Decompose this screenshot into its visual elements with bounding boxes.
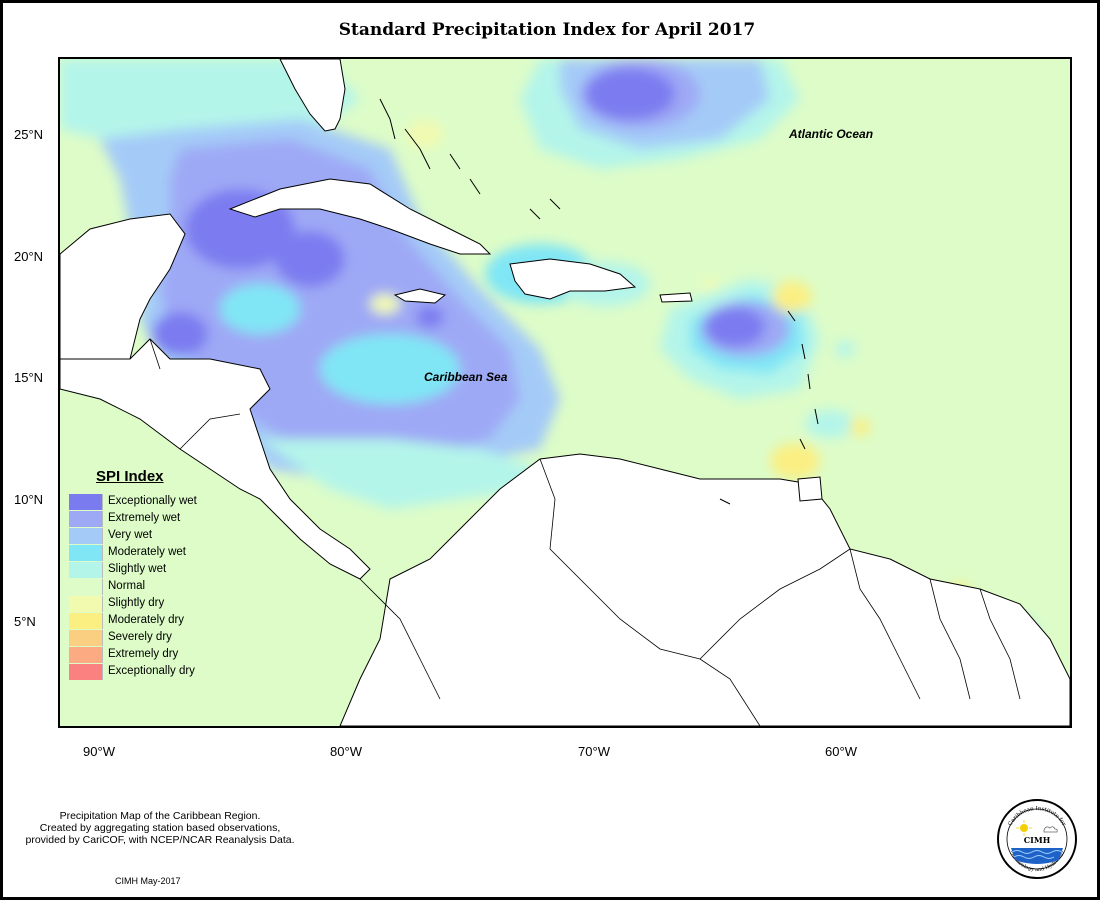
legend-swatch <box>69 562 103 578</box>
legend-item: Normal <box>68 579 228 596</box>
legend-swatch <box>69 596 103 612</box>
legend-item: Extremely wet <box>68 511 228 528</box>
legend-swatch <box>69 494 103 510</box>
sun-rays-icon <box>1016 820 1032 836</box>
trinidad-land <box>797 476 823 502</box>
legend-swatch <box>69 647 103 663</box>
map-panel <box>58 57 1072 728</box>
map-description: Precipitation Map of the Caribbean Regio… <box>10 810 310 846</box>
legend-label: Extremely dry <box>108 648 179 660</box>
legend-item: Very wet <box>68 528 228 545</box>
legend-swatch <box>69 613 103 629</box>
lat-tick-label: 20°N <box>14 249 44 264</box>
lat-tick-label: 25°N <box>14 127 44 142</box>
legend-label: Exceptionally wet <box>108 495 197 507</box>
lon-tick-label: 70°W <box>578 744 610 759</box>
legend-item: Exceptionally wet <box>68 494 228 511</box>
legend-item: Slightly wet <box>68 562 228 579</box>
spi-map <box>60 59 1070 726</box>
borders <box>149 338 1021 726</box>
legend-swatch <box>69 511 103 527</box>
legend-title: SPI Index <box>96 468 164 485</box>
legend-swatch <box>69 528 103 544</box>
cimh-logo: Caribbean Institute for Meteorology and … <box>997 799 1077 879</box>
legend-label: Moderately dry <box>108 614 185 626</box>
lat-tick-label: 10°N <box>14 492 44 507</box>
caribbean-sea-label: Caribbean Sea <box>424 370 508 384</box>
atlantic-ocean-label: Atlantic Ocean <box>789 127 874 141</box>
legend-label: Extremely wet <box>108 512 181 524</box>
legend-swatch <box>69 579 103 595</box>
legend-swatch <box>69 664 103 680</box>
legend-item: Moderately wet <box>68 545 228 562</box>
land-masses <box>60 59 1070 726</box>
legend-label: Slightly dry <box>108 597 165 609</box>
lon-tick-label: 80°W <box>330 744 362 759</box>
central-america-land <box>60 338 371 580</box>
legend-item: Slightly dry <box>68 596 228 613</box>
legend-label: Very wet <box>108 529 153 541</box>
lon-tick-label: 90°W <box>83 744 115 759</box>
date-stamp: CIMH May-2017 <box>115 876 181 886</box>
cuba-land <box>228 178 492 255</box>
lat-tick-label: 15°N <box>14 370 44 385</box>
lat-tick-label: 5°N <box>14 614 36 629</box>
note-line: Precipitation Map of the Caribbean Regio… <box>59 810 261 822</box>
small-islands <box>379 98 819 505</box>
spi-fields <box>60 59 1050 709</box>
legend-label: Slightly wet <box>108 563 167 575</box>
legend-swatch <box>69 545 103 561</box>
legend-label: Moderately wet <box>108 546 186 558</box>
legend-swatch <box>69 630 103 646</box>
sun-icon <box>1020 824 1028 832</box>
legend-item: Exceptionally dry <box>68 664 228 681</box>
legend-item: Extremely dry <box>68 647 228 664</box>
cloud-icon <box>1043 826 1058 833</box>
florida-land <box>279 59 346 132</box>
legend-item: Moderately dry <box>68 613 228 630</box>
note-line: Created by aggregating station based obs… <box>39 822 281 834</box>
legend-item: Severely dry <box>68 630 228 647</box>
legend-label: Normal <box>108 580 146 592</box>
hispaniola-land <box>509 258 637 300</box>
lon-tick-label: 60°W <box>825 744 857 759</box>
logo-center-text: CIMH <box>1024 835 1051 845</box>
legend-label: Severely dry <box>108 631 172 643</box>
puerto-rico-land <box>659 292 693 303</box>
legend-label: Exceptionally dry <box>108 665 195 677</box>
legend-items: Exceptionally wet Extremely wet Very wet Mo… <box>68 494 228 681</box>
jamaica-land <box>393 288 447 304</box>
note-line: provided by CariCOF, with NCEP/NCAR Rean… <box>25 834 295 846</box>
map-title: Standard Precipitation Index for April 2… <box>338 20 756 40</box>
